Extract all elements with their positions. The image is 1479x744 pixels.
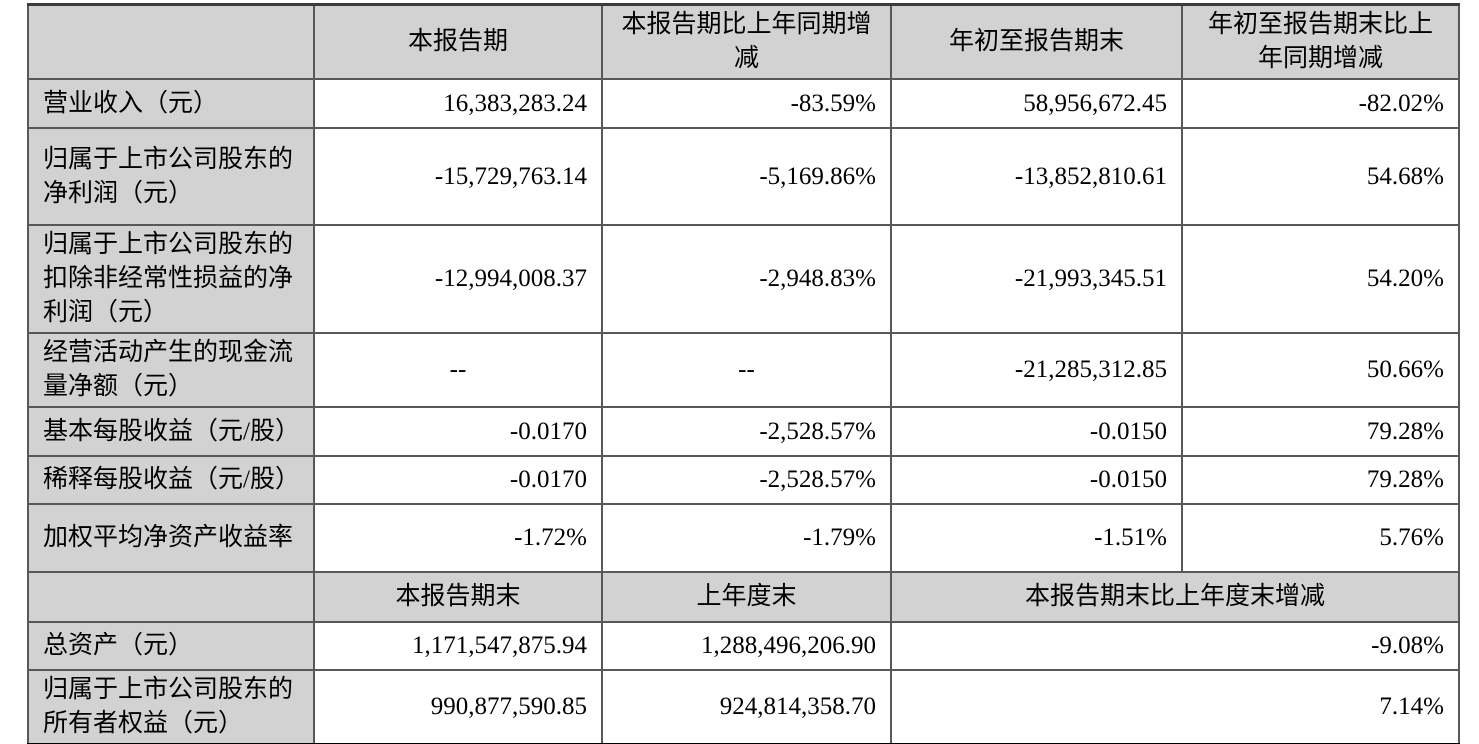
value-yoy-change: -2,528.57% <box>601 406 892 457</box>
table-row-basic-eps: 基本每股收益（元/股） -0.0170 -2,528.57% -0.0150 7… <box>27 406 1460 457</box>
metric-label: 归属于上市公司股东的所有者权益（元） <box>27 669 315 744</box>
value-ytd: 58,956,672.45 <box>890 78 1183 129</box>
value-change: -9.08% <box>890 621 1460 671</box>
header-cell-period-end: 本报告期末 <box>313 571 603 623</box>
value-ytd-yoy-change: -82.02% <box>1181 78 1460 129</box>
header-cell-prev-year-end: 上年度末 <box>601 571 892 623</box>
value-yoy-change: -1.79% <box>601 503 892 573</box>
metric-label: 归属于上市公司股东的净利润（元） <box>27 127 315 226</box>
metric-label: 营业收入（元） <box>27 78 315 129</box>
header-cell-current-period: 本报告期 <box>313 3 603 80</box>
value-current-period: -- <box>313 332 603 408</box>
metric-label: 稀释每股收益（元/股） <box>27 455 315 505</box>
header-cell-yoy-change: 本报告期比上年同期增减 <box>601 3 892 80</box>
value-change: 7.14% <box>890 669 1460 744</box>
value-yoy-change: -2,528.57% <box>601 455 892 505</box>
value-period-end: 990,877,590.85 <box>313 669 603 744</box>
value-prev-year-end: 1,288,496,206.90 <box>601 621 892 671</box>
value-current-period: -0.0170 <box>313 406 603 457</box>
value-ytd: -21,285,312.85 <box>890 332 1183 408</box>
value-ytd: -13,852,810.61 <box>890 127 1183 226</box>
header-cell-blank <box>27 3 315 80</box>
value-ytd: -21,993,345.51 <box>890 224 1183 334</box>
value-current-period: -0.0170 <box>313 455 603 505</box>
metric-label: 加权平均净资产收益率 <box>27 503 315 573</box>
value-ytd-yoy-change: 54.68% <box>1181 127 1460 226</box>
value-ytd: -0.0150 <box>890 406 1183 457</box>
table-row-total-assets: 总资产（元） 1,171,547,875.94 1,288,496,206.90… <box>27 621 1460 671</box>
value-ytd-yoy-change: 54.20% <box>1181 224 1460 334</box>
metric-label: 基本每股收益（元/股） <box>27 406 315 457</box>
value-current-period: -1.72% <box>313 503 603 573</box>
value-ytd-yoy-change: 50.66% <box>1181 332 1460 408</box>
value-current-period: -12,994,008.37 <box>313 224 603 334</box>
value-ytd: -1.51% <box>890 503 1183 573</box>
value-yoy-change: -83.59% <box>601 78 892 129</box>
header-cell-change-vs-prev-year-end: 本报告期末比上年度末增减 <box>890 571 1460 623</box>
value-ytd-yoy-change: 5.76% <box>1181 503 1460 573</box>
table-row-weighted-avg-roe: 加权平均净资产收益率 -1.72% -1.79% -1.51% 5.76% <box>27 503 1460 573</box>
metric-label: 经营活动产生的现金流量净额（元） <box>27 332 315 408</box>
value-yoy-change: -5,169.86% <box>601 127 892 226</box>
value-current-period: 16,383,283.24 <box>313 78 603 129</box>
table-row-net-profit-excl-nonrecurring: 归属于上市公司股东的扣除非经常性损益的净利润（元） -12,994,008.37… <box>27 224 1460 334</box>
metric-label: 总资产（元） <box>27 621 315 671</box>
table-header-row-period: 本报告期 本报告期比上年同期增减 年初至报告期末 年初至报告期末比上年同期增减 <box>27 3 1460 80</box>
value-ytd-yoy-change: 79.28% <box>1181 406 1460 457</box>
value-yoy-change: -- <box>601 332 892 408</box>
header-cell-ytd: 年初至报告期末 <box>890 3 1183 80</box>
value-current-period: -15,729,763.14 <box>313 127 603 226</box>
table-header-row-balance: 本报告期末 上年度末 本报告期末比上年度末增减 <box>27 571 1460 623</box>
table-row-equity-attributable: 归属于上市公司股东的所有者权益（元） 990,877,590.85 924,81… <box>27 669 1460 744</box>
table-row-operating-cash-flow: 经营活动产生的现金流量净额（元） -- -- -21,285,312.85 50… <box>27 332 1460 408</box>
key-financials-table: 本报告期 本报告期比上年同期增减 年初至报告期末 年初至报告期末比上年同期增减 … <box>27 3 1460 744</box>
value-prev-year-end: 924,814,358.70 <box>601 669 892 744</box>
header-cell-ytd-yoy-change: 年初至报告期末比上年同期增减 <box>1181 3 1460 80</box>
header-cell-blank <box>27 571 315 623</box>
value-yoy-change: -2,948.83% <box>601 224 892 334</box>
table-row-net-profit: 归属于上市公司股东的净利润（元） -15,729,763.14 -5,169.8… <box>27 127 1460 226</box>
table-row-diluted-eps: 稀释每股收益（元/股） -0.0170 -2,528.57% -0.0150 7… <box>27 455 1460 505</box>
value-ytd-yoy-change: 79.28% <box>1181 455 1460 505</box>
metric-label: 归属于上市公司股东的扣除非经常性损益的净利润（元） <box>27 224 315 334</box>
table-row-revenue: 营业收入（元） 16,383,283.24 -83.59% 58,956,672… <box>27 78 1460 129</box>
value-period-end: 1,171,547,875.94 <box>313 621 603 671</box>
value-ytd: -0.0150 <box>890 455 1183 505</box>
